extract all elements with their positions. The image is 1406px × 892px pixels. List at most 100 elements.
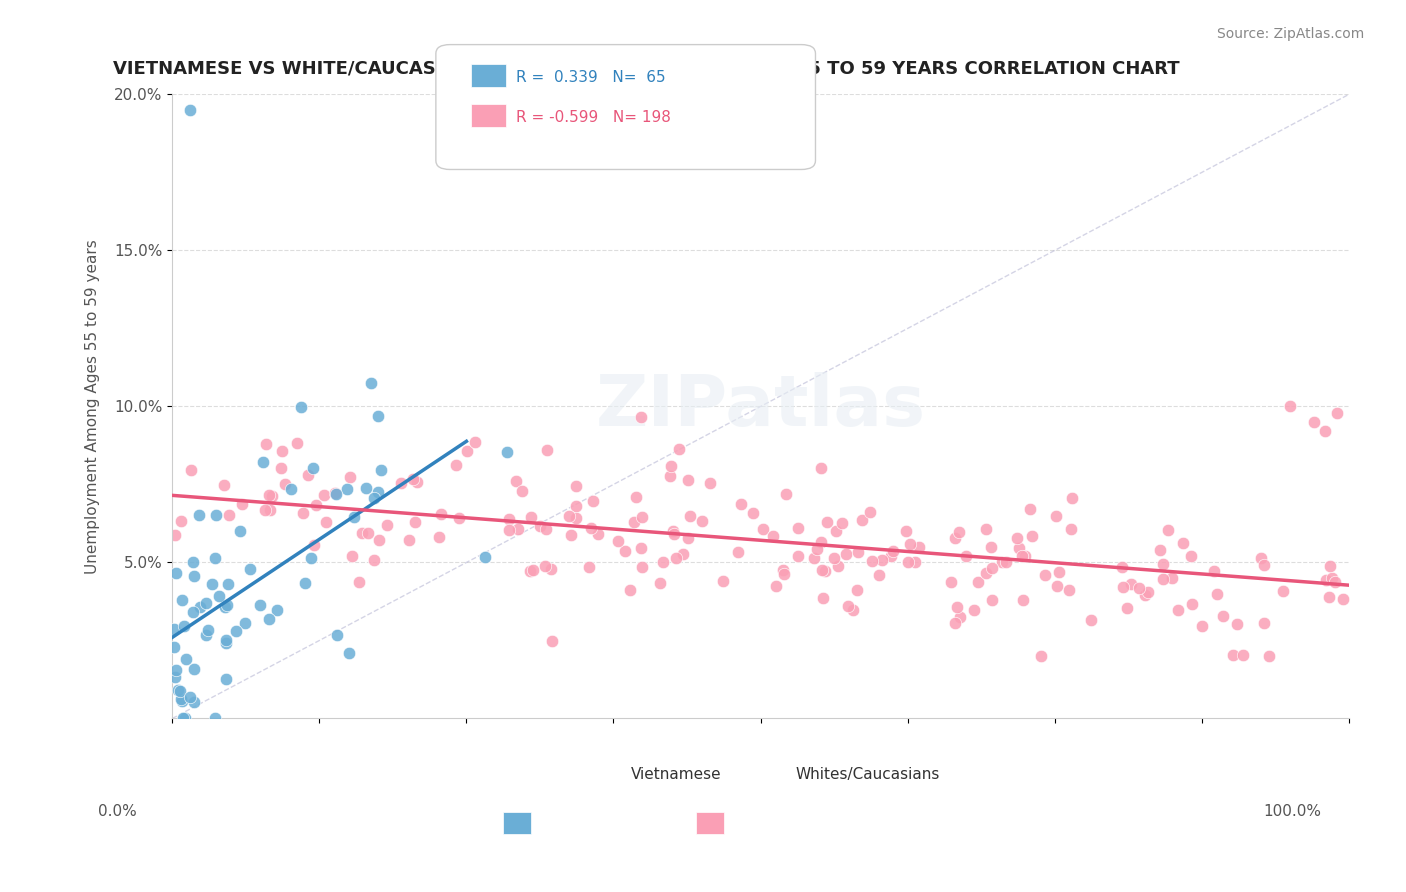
- Point: [765, 579, 787, 593]
- Point: [661, 459, 683, 474]
- Point: [430, 507, 453, 521]
- Point: [165, 670, 187, 684]
- Point: [1232, 648, 1254, 662]
- Point: [671, 547, 693, 561]
- Point: [742, 506, 765, 520]
- Point: [1008, 541, 1031, 555]
- Point: [803, 550, 825, 565]
- Point: [292, 506, 315, 520]
- Point: [536, 442, 558, 457]
- Point: [851, 513, 873, 527]
- Point: [662, 524, 685, 539]
- Point: [823, 551, 845, 566]
- Text: VIETNAMESE VS WHITE/CAUCASIAN UNEMPLOYMENT AMONG AGES 55 TO 59 YEARS CORRELATION: VIETNAMESE VS WHITE/CAUCASIAN UNEMPLOYME…: [114, 60, 1180, 78]
- Point: [1202, 564, 1225, 578]
- Point: [1111, 559, 1133, 574]
- Point: [225, 624, 247, 638]
- Point: [1019, 502, 1042, 516]
- Point: [165, 527, 187, 541]
- Point: [294, 576, 316, 591]
- Point: [659, 468, 682, 483]
- Point: [1033, 567, 1056, 582]
- Point: [259, 503, 281, 517]
- Point: [882, 544, 904, 558]
- Point: [315, 515, 337, 529]
- Point: [730, 497, 752, 511]
- Point: [980, 560, 1002, 574]
- Point: [212, 478, 235, 492]
- Point: [650, 575, 672, 590]
- Point: [619, 583, 641, 598]
- Point: [312, 488, 335, 502]
- Point: [699, 475, 721, 490]
- Point: [1160, 571, 1182, 585]
- Point: [1315, 573, 1337, 587]
- Point: [360, 376, 382, 390]
- Point: [183, 568, 205, 582]
- Point: [233, 615, 256, 630]
- Point: [519, 564, 541, 578]
- Point: [194, 628, 217, 642]
- Point: [846, 545, 869, 559]
- Point: [1047, 565, 1070, 579]
- Point: [1128, 581, 1150, 595]
- Point: [963, 603, 986, 617]
- Point: [367, 485, 389, 500]
- Point: [582, 494, 605, 508]
- Point: [257, 488, 280, 502]
- Point: [239, 562, 262, 576]
- Point: [896, 524, 918, 538]
- Point: [1112, 581, 1135, 595]
- Point: [943, 615, 966, 630]
- Point: [943, 531, 966, 545]
- Point: [810, 535, 832, 549]
- Point: [579, 521, 602, 535]
- Point: [772, 563, 794, 577]
- Point: [1029, 649, 1052, 664]
- Point: [367, 409, 389, 423]
- Point: [976, 522, 998, 536]
- Point: [586, 527, 609, 541]
- Point: [498, 523, 520, 537]
- Point: [1045, 509, 1067, 524]
- Point: [1253, 616, 1275, 631]
- Point: [806, 541, 828, 556]
- Point: [271, 443, 294, 458]
- Point: [565, 500, 588, 514]
- Point: [302, 461, 325, 475]
- Point: [252, 455, 274, 469]
- Point: [326, 628, 349, 642]
- Text: Whites/Caucasians: Whites/Caucasians: [796, 767, 941, 782]
- Point: [188, 600, 211, 615]
- Point: [907, 540, 929, 554]
- Point: [990, 555, 1012, 569]
- Point: [1319, 591, 1341, 605]
- Point: [948, 525, 970, 540]
- Point: [1173, 536, 1195, 550]
- Point: [280, 483, 302, 497]
- Text: R =  0.339   N=  65: R = 0.339 N= 65: [516, 70, 665, 85]
- Point: [218, 508, 240, 522]
- Point: [204, 551, 226, 566]
- Point: [305, 498, 328, 512]
- Point: [896, 555, 918, 569]
- Point: [711, 574, 734, 589]
- Point: [510, 484, 533, 499]
- Point: [349, 575, 371, 590]
- Point: [541, 633, 564, 648]
- Point: [427, 530, 450, 544]
- Point: [170, 514, 193, 528]
- Point: [578, 560, 600, 574]
- Point: [183, 695, 205, 709]
- Point: [1331, 592, 1354, 607]
- Point: [607, 534, 630, 549]
- Point: [1226, 616, 1249, 631]
- Point: [398, 533, 420, 548]
- Point: [631, 560, 654, 574]
- Point: [299, 551, 322, 566]
- Point: [176, 652, 198, 666]
- Point: [165, 663, 187, 677]
- Point: [506, 522, 529, 536]
- Point: [1060, 522, 1083, 536]
- Point: [1278, 400, 1301, 414]
